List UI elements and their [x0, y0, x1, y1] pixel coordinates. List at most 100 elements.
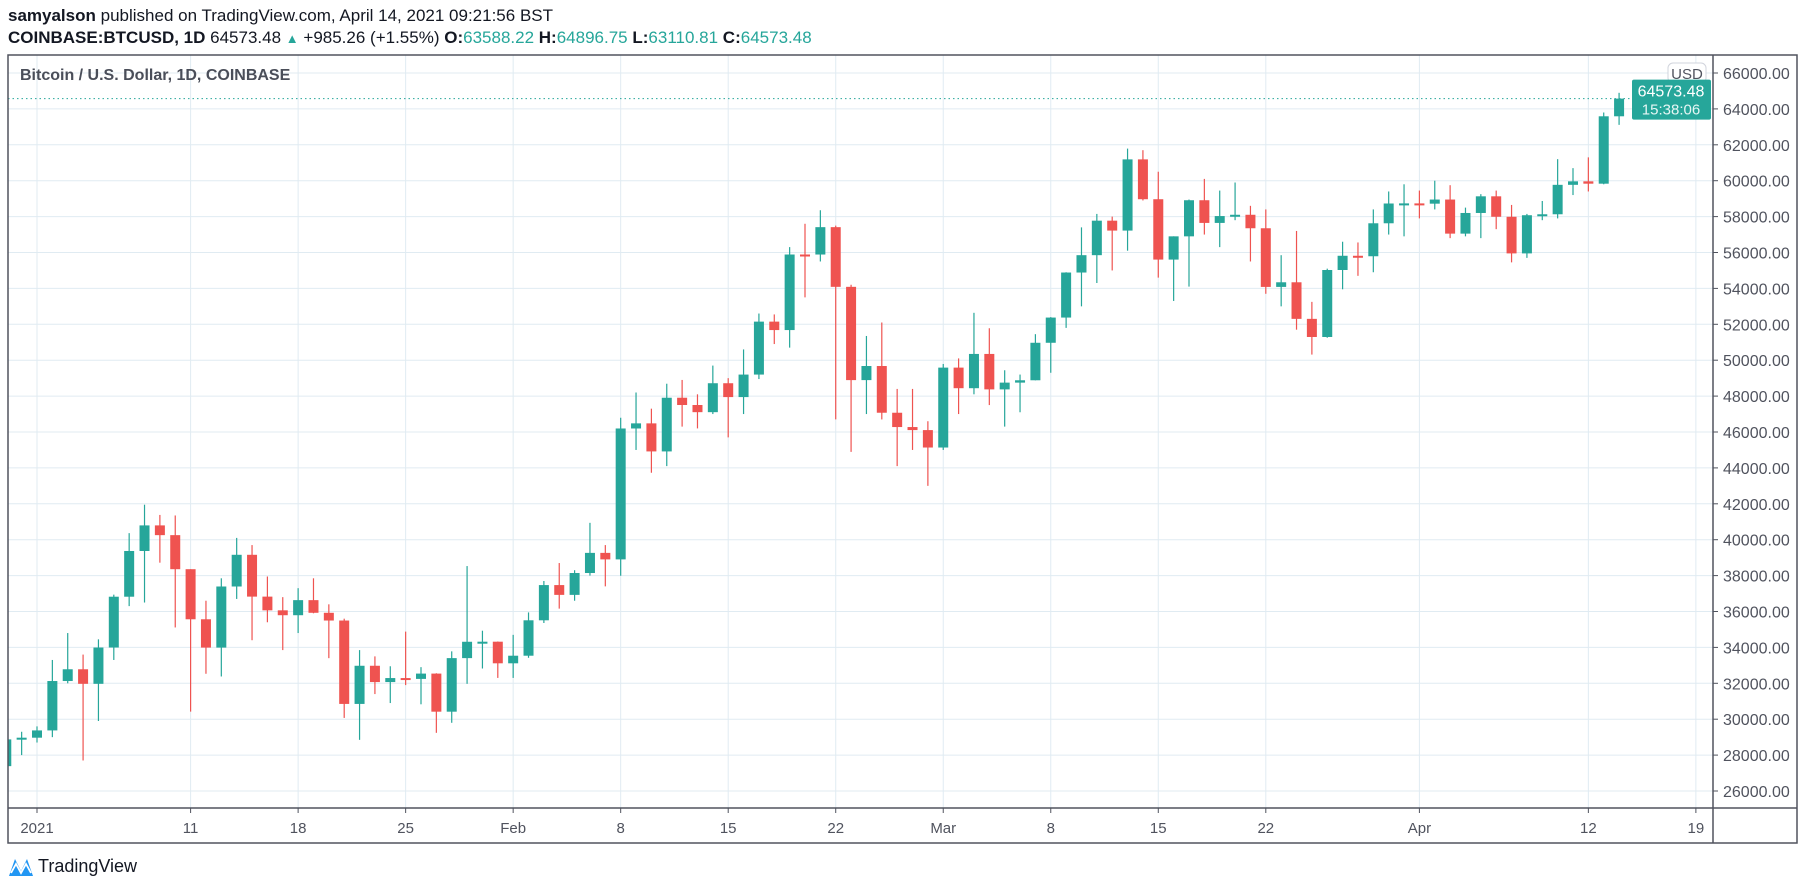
- candle: [1506, 204, 1517, 263]
- candle-body: [200, 619, 211, 648]
- chart-title: Bitcoin / U.S. Dollar, 1D, COINBASE: [20, 67, 291, 84]
- candle-body: [1460, 212, 1471, 234]
- candle-body: [8, 739, 12, 767]
- x-tick-label: 15: [720, 820, 737, 837]
- candle-body: [1537, 214, 1548, 217]
- candle-body: [477, 641, 488, 644]
- up-triangle-icon: ▲: [285, 31, 299, 46]
- candle-body: [400, 678, 411, 681]
- candle-body: [62, 669, 73, 682]
- candle: [1399, 184, 1410, 237]
- candle-body: [154, 525, 165, 536]
- y-tick-label: 46000.00: [1723, 425, 1790, 442]
- symbol: COINBASE:BTCUSD, 1D: [8, 28, 206, 47]
- candle: [93, 639, 104, 721]
- candle-body: [876, 366, 887, 413]
- candle: [800, 223, 810, 298]
- tradingview-logo[interactable]: TradingView: [8, 855, 137, 877]
- candle: [1153, 171, 1164, 278]
- candle-body: [692, 405, 703, 413]
- candle: [431, 673, 442, 733]
- x-tick-label: 22: [1257, 820, 1274, 837]
- candle-body: [354, 665, 365, 704]
- open-value: 63588.22: [463, 28, 535, 47]
- candle-body: [938, 367, 949, 448]
- candle: [1230, 182, 1241, 221]
- candle-body: [753, 321, 764, 375]
- candle: [1061, 272, 1072, 328]
- candle-body: [1153, 199, 1164, 260]
- candle-body: [385, 678, 396, 683]
- candle: [1076, 227, 1087, 307]
- candle-body: [1383, 203, 1394, 224]
- candle: [1291, 230, 1302, 330]
- x-tick-label: 8: [617, 820, 625, 837]
- candle-body: [508, 655, 519, 664]
- candle: [385, 666, 396, 704]
- candle-body: [1583, 181, 1594, 184]
- candle: [1168, 236, 1179, 301]
- candle: [1137, 150, 1148, 201]
- candle: [247, 545, 258, 641]
- candle: [124, 533, 135, 607]
- y-tick-label: 50000.00: [1723, 353, 1790, 370]
- candle: [1260, 209, 1271, 294]
- candle: [62, 633, 73, 684]
- author[interactable]: samyalson: [8, 6, 96, 25]
- candles: [8, 92, 1625, 767]
- candle: [216, 578, 227, 677]
- candle-body: [1306, 318, 1317, 337]
- candle-body: [1260, 228, 1271, 287]
- candle: [354, 650, 365, 740]
- y-tick-label: 54000.00: [1723, 281, 1790, 298]
- candle-body: [185, 569, 196, 620]
- candle: [830, 225, 841, 420]
- candle-body: [1614, 98, 1625, 117]
- candle: [1276, 255, 1287, 307]
- candle-body: [247, 554, 258, 597]
- candle-body: [262, 596, 273, 611]
- candle: [723, 378, 734, 438]
- candle-body: [1521, 215, 1532, 254]
- y-tick-label: 40000.00: [1723, 533, 1790, 550]
- candle-body: [431, 673, 442, 712]
- candle: [753, 313, 764, 380]
- low-value: 63110.81: [648, 28, 719, 47]
- candle-body: [784, 254, 795, 331]
- candle: [416, 667, 426, 705]
- candle-body: [1214, 216, 1225, 223]
- candle-body: [1030, 342, 1041, 381]
- candle-body: [1184, 200, 1194, 237]
- close-label: C:: [722, 28, 741, 47]
- candle-body: [1276, 282, 1287, 287]
- candle: [861, 335, 872, 415]
- y-tick-label: 48000.00: [1723, 389, 1790, 406]
- candle-body: [600, 552, 611, 560]
- candle-body: [1199, 200, 1210, 223]
- y-tick-label: 52000.00: [1723, 317, 1790, 334]
- candle-body: [1291, 282, 1302, 319]
- candle-body: [78, 669, 89, 684]
- candlestick-chart[interactable]: 26000.00 28000.00 30000.00 32000.00 34000.00…: [0, 0, 1805, 850]
- candle: [462, 566, 473, 684]
- candle-body: [968, 353, 979, 389]
- y-tick-label: 32000.00: [1723, 676, 1790, 693]
- candle-body: [646, 423, 657, 452]
- candle: [984, 328, 995, 406]
- y-tick-label: 28000.00: [1723, 748, 1790, 765]
- candle-body: [1230, 214, 1241, 217]
- candle: [1184, 199, 1194, 287]
- high-value: 64896.75: [556, 28, 628, 47]
- candle: [1245, 205, 1256, 262]
- candle: [16, 731, 27, 756]
- candle: [492, 641, 503, 678]
- candle-body: [462, 641, 473, 659]
- candle: [677, 379, 688, 427]
- candle: [692, 394, 703, 429]
- candle-body: [922, 430, 933, 448]
- candle-body: [1122, 159, 1133, 231]
- candle-body: [1368, 223, 1379, 257]
- candle: [108, 594, 119, 660]
- candle-body: [1245, 214, 1256, 229]
- open-label: O:: [444, 28, 464, 47]
